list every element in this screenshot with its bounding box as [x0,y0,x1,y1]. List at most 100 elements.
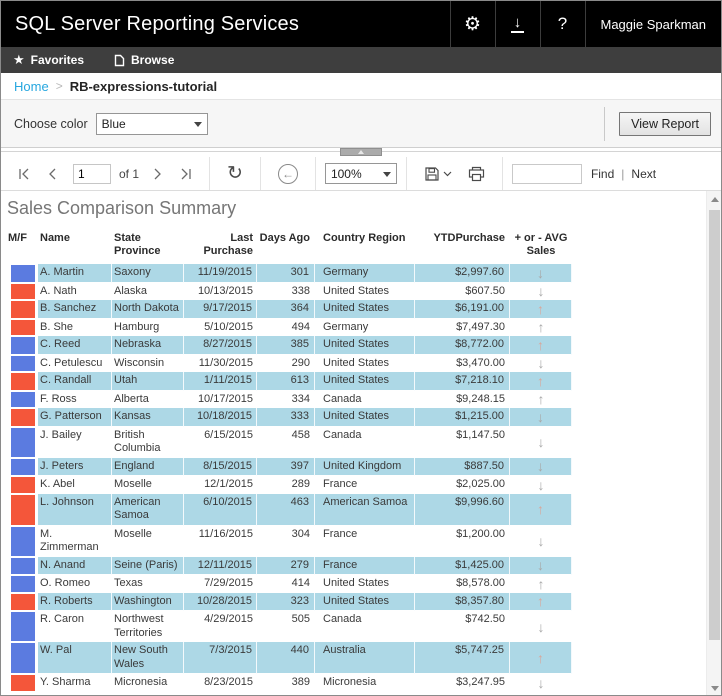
cell-name: L. Johnson [38,493,112,526]
cell-last-purchase: 8/27/2015 [184,336,257,355]
cell-days-ago: 364 [257,300,315,319]
gender-cell [6,674,38,692]
cell-country: Micronesia [323,676,377,688]
column-header-state: State Province [114,232,161,257]
export-button[interactable] [416,157,460,190]
cell-trend: ↑ [510,319,572,337]
trend-arrow-icon: ↑ [537,575,545,592]
gender-color-swatch [11,477,35,493]
gender-color-swatch [11,265,35,282]
gender-color-swatch [11,643,35,673]
scroll-down-button[interactable] [707,681,721,695]
trend-arrow-icon: ↓ [537,283,545,300]
find-next-button[interactable]: Next [631,166,657,181]
cell-trend: ↓ [510,283,572,301]
cell-trend: ↓ [510,427,572,458]
cell-ytd: $1,200.00 [456,527,505,540]
user-menu[interactable]: Maggie Sparkman [584,1,722,47]
chevron-down-icon [382,172,391,177]
cell-trend: ↑ [510,575,572,593]
scroll-up-button[interactable] [707,192,721,207]
gender-cell [6,476,38,494]
gender-color-swatch [11,576,35,592]
trend-arrow-icon: ↑ [537,391,545,408]
cell-name: W. Pal [38,642,112,674]
back-to-parent-button[interactable]: ← [270,157,306,190]
gender-color-swatch [11,337,35,354]
triangle-up-icon [710,197,719,202]
cell-name: O. Romeo [40,577,91,589]
gender-color-swatch [11,427,35,457]
cell-state: Moselle [114,478,152,490]
cell-last-purchase: 9/17/2015 [184,300,257,319]
gender-color-swatch [11,494,35,525]
current-page-input[interactable] [73,163,111,184]
vertical-scrollbar[interactable] [706,191,721,695]
cell-days-ago: 279 [257,556,315,575]
table-row: N. Anand Seine (Paris) 12/11/2015 279 Fr… [6,556,701,576]
help-button[interactable]: ? [539,1,585,47]
gender-cell [6,593,38,612]
table-row: Y. Sharma Micronesia 8/23/2015 389 Micro… [6,674,701,692]
last-page-button[interactable] [171,157,200,190]
breadcrumb-home-link[interactable]: Home [14,78,49,94]
settings-button[interactable]: ⚙ [449,1,495,47]
gear-icon: ⚙ [463,13,482,35]
cell-state: Utah [112,372,184,391]
cell-name: A. Martin [38,264,112,283]
color-select-value: Blue [101,116,126,131]
cell-country: United Kingdom [315,457,415,476]
gender-color-swatch [11,391,35,407]
collapse-parameters-handle[interactable] [340,148,382,156]
refresh-button[interactable]: ↻ [219,157,251,190]
cell-state: Hamburg [114,320,160,333]
nav-browse[interactable]: Browse [114,53,174,67]
table-row: C. Reed Nebraska 8/27/2015 385 United St… [6,336,701,355]
nav-favorites[interactable]: ★ Favorites [13,52,84,68]
table-row: C. Petulescu Wisconsin 11/30/2015 290 Un… [6,355,701,373]
cell-country: Canada [323,428,362,441]
cell-name: C. Randall [38,372,112,391]
color-select[interactable]: Blue [95,112,208,135]
cell-country: American Samoa [315,493,415,526]
zoom-select[interactable]: 100% [324,163,397,184]
chevron-down-icon [443,170,452,177]
first-page-button[interactable] [10,157,39,190]
cell-state: Texas [114,577,143,589]
gender-cell [6,575,38,593]
gender-cell [6,283,38,301]
gender-color-swatch [11,301,35,318]
find-button[interactable]: Find [590,166,615,181]
download-button[interactable]: ↓ [494,1,540,47]
cell-ytd: $3,247.95 [456,676,505,688]
view-report-button[interactable]: View Report [619,111,711,136]
print-button[interactable] [460,157,493,190]
cell-ytd: $8,772.00 [415,336,510,355]
cell-last-purchase: 11/16/2015 [198,527,253,540]
gender-color-swatch [11,557,35,574]
cell-name: F. Ross [40,392,77,405]
cell-days-ago: 505 [291,613,310,625]
cell-ytd: $9,996.60 [415,493,510,526]
scrollbar-thumb[interactable] [709,210,720,640]
cell-days-ago: 397 [257,457,315,476]
next-page-button[interactable] [145,157,171,190]
cell-state: American Samoa [112,493,184,526]
cell-state: Seine (Paris) [112,556,184,575]
table-row: J. Peters England 8/15/2015 397 United K… [6,457,701,476]
cell-trend: ↓ [510,355,572,373]
cell-country: United States [315,336,415,355]
gender-cell [6,557,38,576]
table-row: L. Johnson American Samoa 6/10/2015 463 … [6,493,701,526]
cell-ytd: $607.50 [465,284,505,297]
gender-cell [6,611,38,642]
previous-page-button[interactable] [39,157,65,190]
cell-trend: ↓ [510,457,572,476]
divider [314,157,316,190]
trend-arrow-icon: ↓ [537,458,544,475]
find-text-input[interactable] [511,163,582,184]
chevron-down-icon [193,121,202,127]
cell-trend: ↓ [510,674,572,692]
cell-days-ago: 301 [257,264,315,283]
